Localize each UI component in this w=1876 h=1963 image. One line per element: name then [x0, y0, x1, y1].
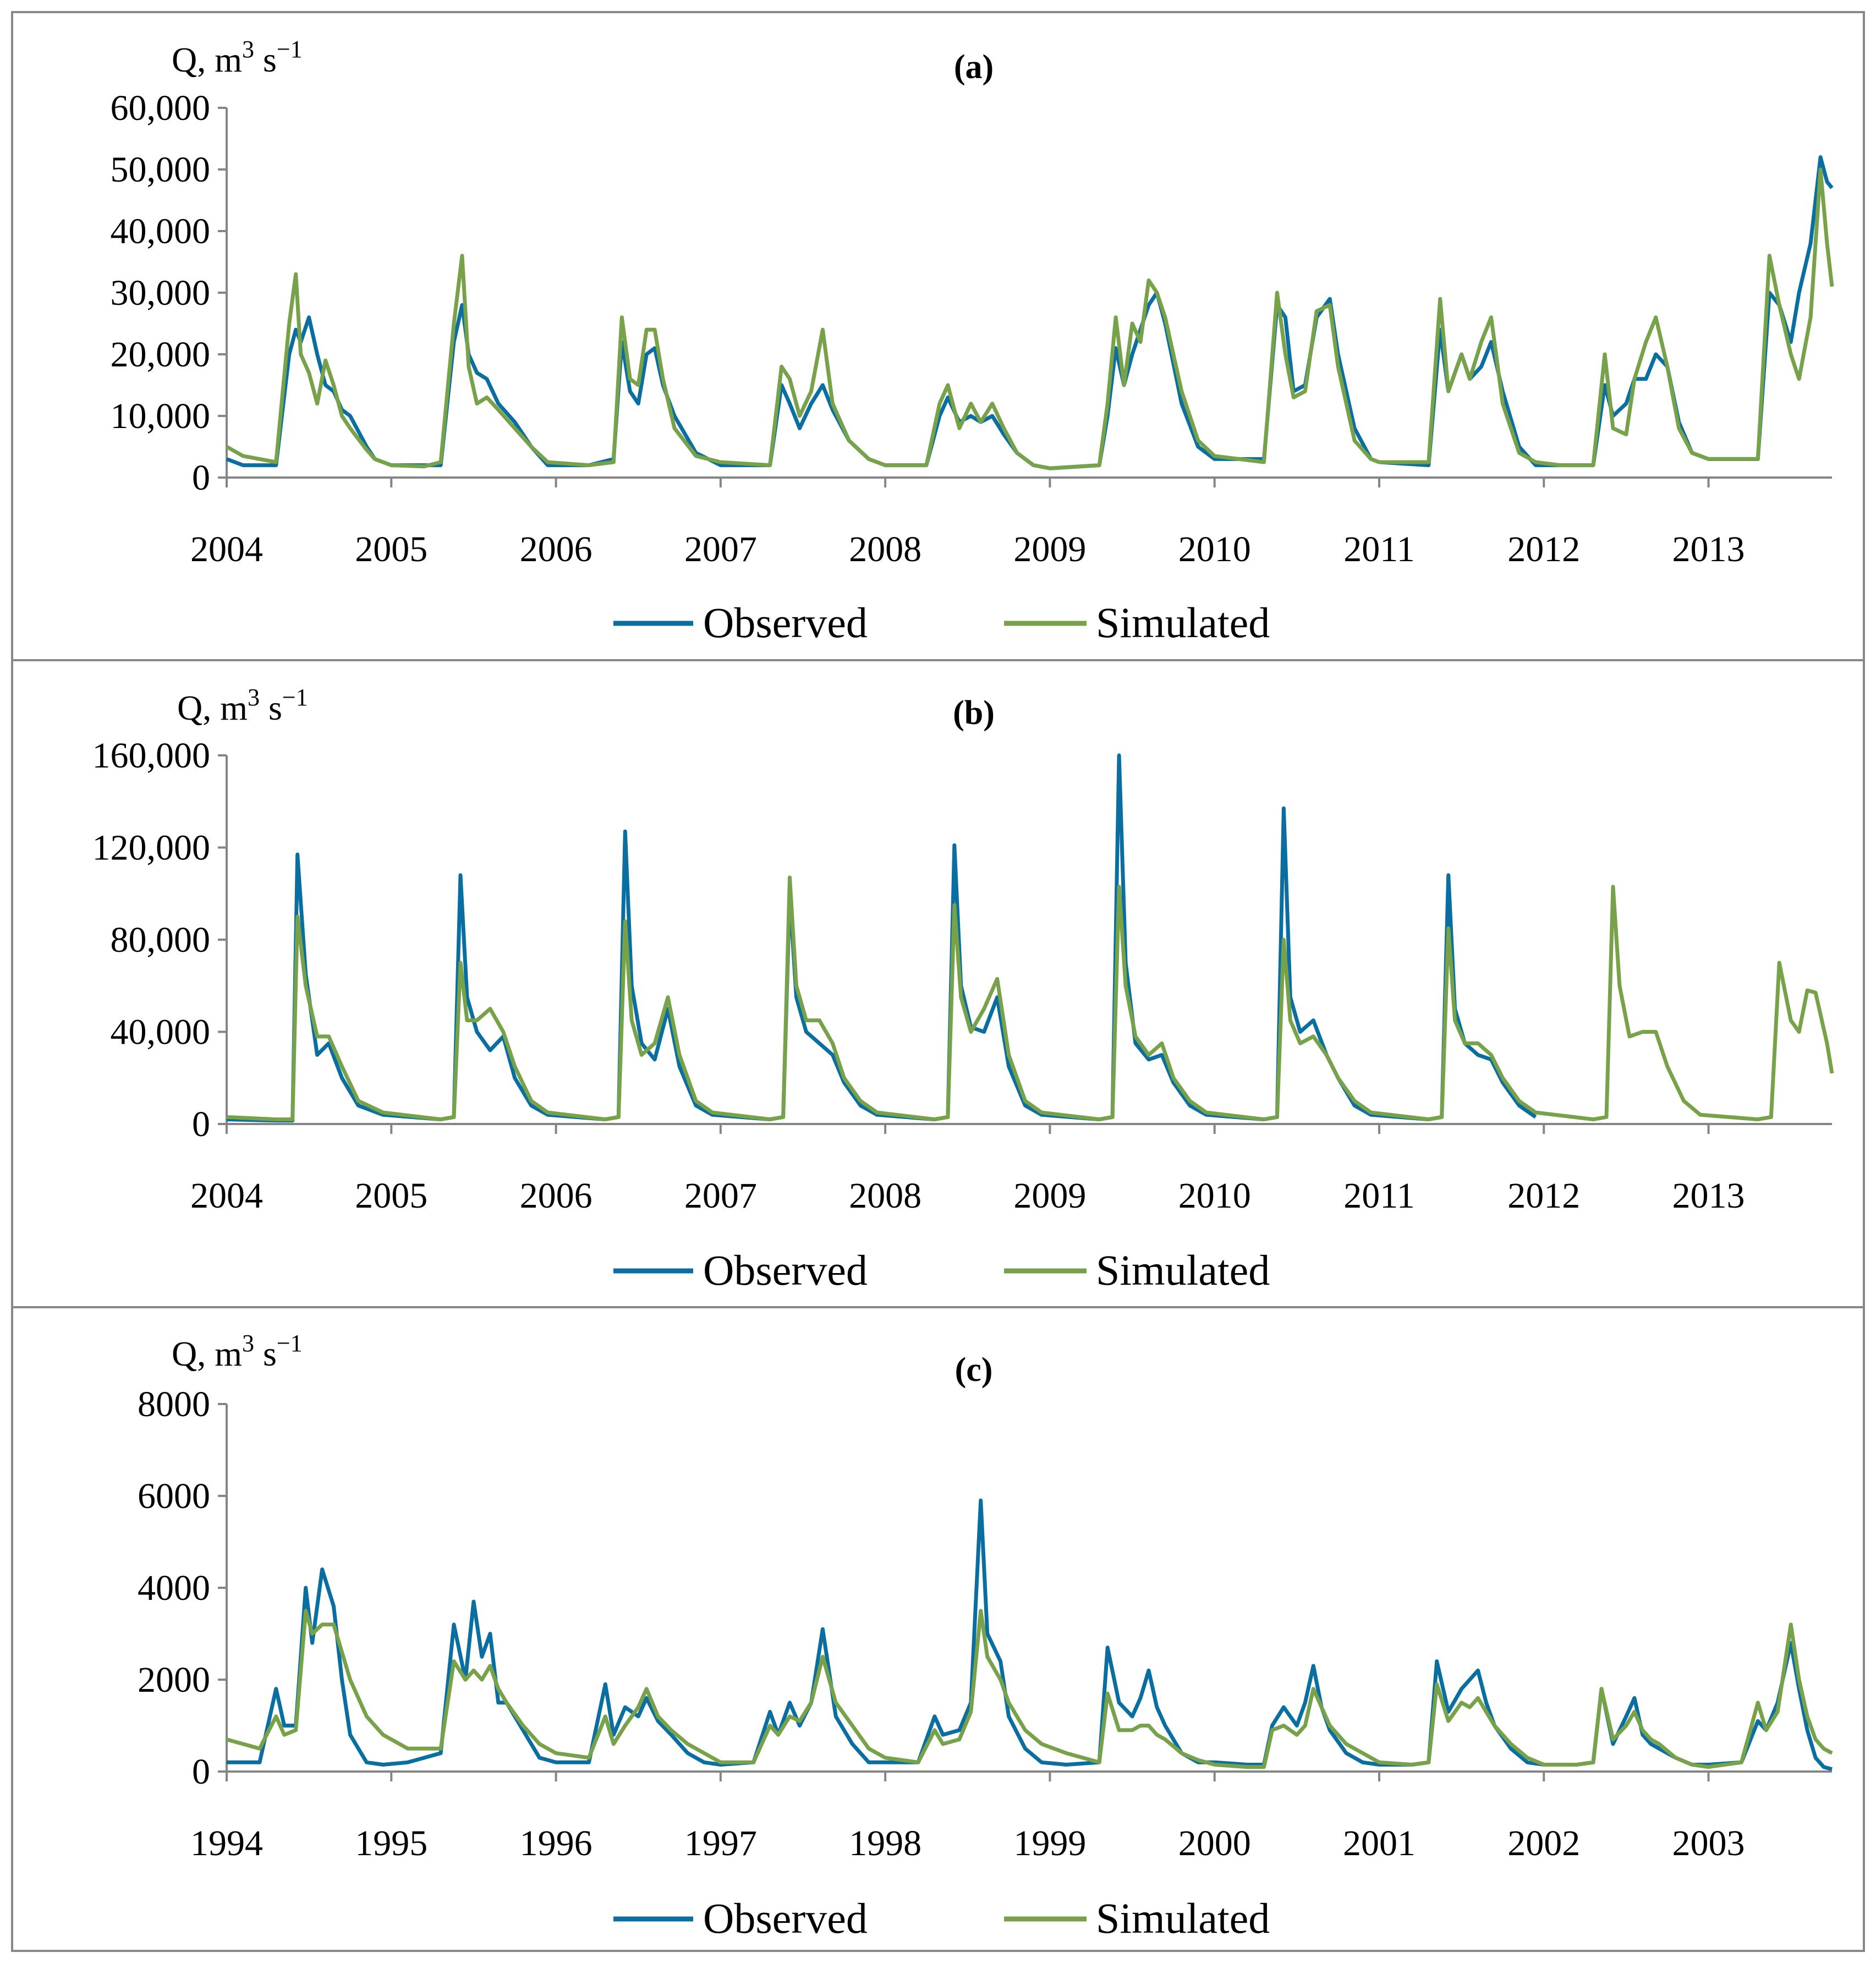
- y-tick-label: 50,000: [111, 150, 211, 190]
- x-tick-label: 1996: [520, 1823, 593, 1863]
- x-tick-label: 2004: [190, 1176, 263, 1216]
- x-tick-label: 2001: [1343, 1823, 1416, 1863]
- y-tick-label: 0: [192, 1104, 210, 1144]
- series-line-simulated: [226, 167, 1834, 470]
- y-tick-label: 120,000: [92, 828, 211, 868]
- y-tick-label: 6000: [138, 1476, 210, 1516]
- x-tick-label: 1995: [355, 1823, 427, 1863]
- x-tick-label: 1994: [190, 1823, 263, 1863]
- legend-label-observed: Observed: [703, 1246, 868, 1294]
- legend: Observed Simulated: [613, 1894, 1270, 1942]
- y-tick-label: 30,000: [111, 273, 211, 313]
- x-tick-label: 2013: [1672, 1176, 1745, 1216]
- panel-title: (c): [955, 1351, 993, 1389]
- x-tick-label: 2011: [1343, 1176, 1415, 1216]
- x-tick-label: 2004: [190, 529, 263, 569]
- series-line-simulated: [226, 875, 1834, 1122]
- panel-a: (a) Q, m3 s−1 0 10,000 20,000 30,000 40,000 5…: [11, 11, 1865, 661]
- y-tick-label: 0: [192, 458, 210, 498]
- x-tick-label: 2012: [1507, 1176, 1580, 1216]
- panel-frame: [11, 659, 1865, 1308]
- x-tick-label: 2006: [520, 529, 593, 569]
- y-tick-label: 80,000: [111, 920, 211, 960]
- legend-label-simulated: Simulated: [1096, 1246, 1270, 1294]
- y-tick-label: 160,000: [92, 736, 211, 776]
- x-tick-label: 2008: [849, 529, 921, 569]
- legend-label-simulated: Simulated: [1096, 599, 1270, 646]
- legend-label-observed: Observed: [703, 599, 868, 646]
- legend-label-observed: Observed: [703, 1894, 868, 1942]
- x-tick-label: 2003: [1672, 1823, 1745, 1863]
- y-axis-label: Q, m3 s−1: [172, 36, 303, 79]
- x-tick-labels: 2004 2005 2006 2007 2008 2009 2010 2011 2012 2013: [190, 529, 1745, 569]
- x-tick-label: 1999: [1013, 1823, 1086, 1863]
- y-tick-labels: 0 2000 4000 6000 8000: [138, 1384, 210, 1792]
- x-tick-labels: 1994 1995 1996 1997 1998 1999 2000 2001 2002 2003: [190, 1823, 1745, 1863]
- x-tick-label: 2005: [355, 529, 427, 569]
- axis-ticks: [218, 754, 1710, 1134]
- x-tick-label: 2007: [684, 529, 757, 569]
- y-tick-label: 4000: [138, 1568, 210, 1608]
- panel-frame: [11, 1306, 1865, 1952]
- axis-ticks: [218, 107, 1710, 487]
- x-tick-label: 2009: [1013, 529, 1086, 569]
- axis-ticks: [218, 1403, 1710, 1781]
- x-tick-label: 1998: [849, 1823, 921, 1863]
- y-tick-label: 0: [192, 1752, 210, 1792]
- x-tick-labels: 2004 2005 2006 2007 2008 2009 2010 2011 2012 2013: [190, 1176, 1745, 1216]
- x-tick-label: 2007: [684, 1176, 757, 1216]
- x-tick-label: 2013: [1672, 529, 1745, 569]
- y-tick-label: 40,000: [111, 1012, 211, 1052]
- x-tick-label: 2011: [1343, 529, 1415, 569]
- x-tick-label: 2000: [1178, 1823, 1251, 1863]
- x-tick-label: 2006: [520, 1176, 593, 1216]
- y-tick-label: 20,000: [111, 335, 211, 375]
- panel-frame: [11, 11, 1865, 661]
- series-line-simulated: [226, 1609, 1833, 1769]
- x-tick-label: 1997: [684, 1823, 757, 1863]
- legend: Observed Simulated: [613, 599, 1270, 646]
- x-tick-label: 2012: [1507, 529, 1580, 569]
- y-tick-label: 40,000: [111, 211, 211, 251]
- x-tick-label: 2010: [1178, 1176, 1251, 1216]
- y-tick-label: 10,000: [111, 396, 211, 436]
- panel-c: (c) Q, m3 s−1 0 2000 4000 6000 8000 1994 1995…: [11, 1306, 1865, 1952]
- x-tick-label: 2002: [1507, 1823, 1580, 1863]
- panel-title: (a): [954, 48, 994, 86]
- y-tick-label: 8000: [138, 1384, 210, 1424]
- panel-b: (b) Q, m3 s−1 0 40,000 80,000 120,000 160,00…: [11, 659, 1865, 1308]
- y-tick-labels: 0 40,000 80,000 120,000 160,000: [92, 736, 211, 1144]
- y-tick-label: 2000: [138, 1660, 210, 1700]
- legend: Observed Simulated: [613, 1246, 1270, 1294]
- y-axis-label: Q, m3 s−1: [172, 1330, 303, 1373]
- x-tick-label: 2008: [849, 1176, 921, 1216]
- x-tick-label: 2010: [1178, 529, 1251, 569]
- x-tick-label: 2005: [355, 1176, 427, 1216]
- panel-title: (b): [953, 694, 995, 732]
- legend-label-simulated: Simulated: [1096, 1894, 1270, 1942]
- y-tick-labels: 0 10,000 20,000 30,000 40,000 50,000 60,000: [111, 88, 211, 498]
- y-tick-label: 60,000: [111, 88, 211, 128]
- y-axis-label: Q, m3 s−1: [177, 684, 308, 727]
- x-tick-label: 2009: [1013, 1176, 1086, 1216]
